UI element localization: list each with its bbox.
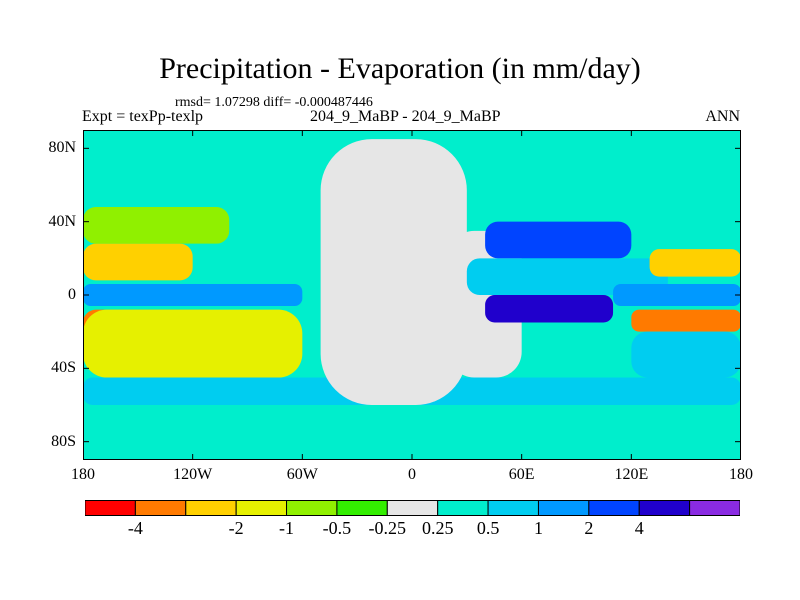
region-pacific-mid-north [83, 207, 230, 244]
x-tick-label: 120E [614, 466, 649, 483]
colorbar-box [185, 500, 237, 516]
colorbar-level-label: 0.25 [421, 518, 454, 538]
y-tick-label: 80N [48, 139, 76, 157]
y-tick-label: 0 [68, 286, 76, 303]
chart-title: Precipitation - Evaporation (in mm/day) [159, 52, 641, 85]
colorbar-level-label: 0.5 [476, 518, 500, 538]
region-supercontinent [320, 139, 467, 405]
region-pacific-south-subtropics [83, 309, 303, 378]
colorbar-box [85, 500, 136, 516]
colorbar-box [134, 500, 187, 516]
experiment-label: Expt = texPp-texlp [82, 108, 204, 125]
season-label: ANN [705, 108, 740, 125]
region-equatorial-pacific [83, 284, 303, 306]
colorbar-box [689, 500, 740, 516]
y-tick-label: 40N [48, 212, 76, 230]
x-tick-label: 60W [286, 466, 318, 483]
colorbar-level-label: -0.5 [322, 518, 352, 538]
x-tick-label: 60E [508, 466, 535, 483]
colorbar-box [588, 500, 640, 516]
region-high-north-ocean [83, 157, 303, 195]
region-itcz-tethys [485, 295, 614, 323]
region-pacific-north-subtropics [83, 243, 193, 281]
colorbar-level-label: 1 [533, 518, 543, 538]
region-east-ocean-north-dry [649, 249, 741, 277]
colorbar-box [286, 500, 338, 516]
colorbar-box [336, 500, 388, 516]
colorbar-box [386, 500, 439, 516]
colorbar-level-label: -4 [127, 518, 143, 538]
map-plot [83, 130, 741, 460]
region-east-ocean-dry [631, 309, 741, 332]
region-north-tethys [485, 221, 632, 259]
region-east-ocean-wet [613, 284, 741, 306]
case-label: 204_9_MaBP - 204_9_MaBP [310, 108, 501, 125]
colorbar-level-label: -0.25 [368, 518, 407, 538]
x-tick-label: 180 [729, 466, 753, 483]
colorbar-box [537, 500, 590, 516]
colorbar-level-label: -1 [279, 518, 295, 538]
x-tick-label: 180 [71, 466, 95, 483]
colorbar-box [437, 500, 489, 516]
x-tick-label: 0 [408, 466, 416, 483]
colorbar-level-label: 4 [634, 518, 644, 538]
colorbar-box [638, 500, 691, 516]
colorbar [85, 500, 740, 516]
stats-line: rmsd= 1.07298 diff= -0.000487446 [175, 95, 373, 110]
y-tick-label: 40S [51, 359, 76, 377]
colorbar-box [235, 500, 288, 516]
y-tick-label: 80S [51, 432, 76, 450]
colorbar-box [487, 500, 539, 516]
colorbar-level-label: -2 [228, 518, 244, 538]
x-tick-label: 120W [173, 466, 213, 483]
region-east-ocean-south [631, 331, 741, 378]
colorbar-level-label: 2 [584, 518, 594, 538]
